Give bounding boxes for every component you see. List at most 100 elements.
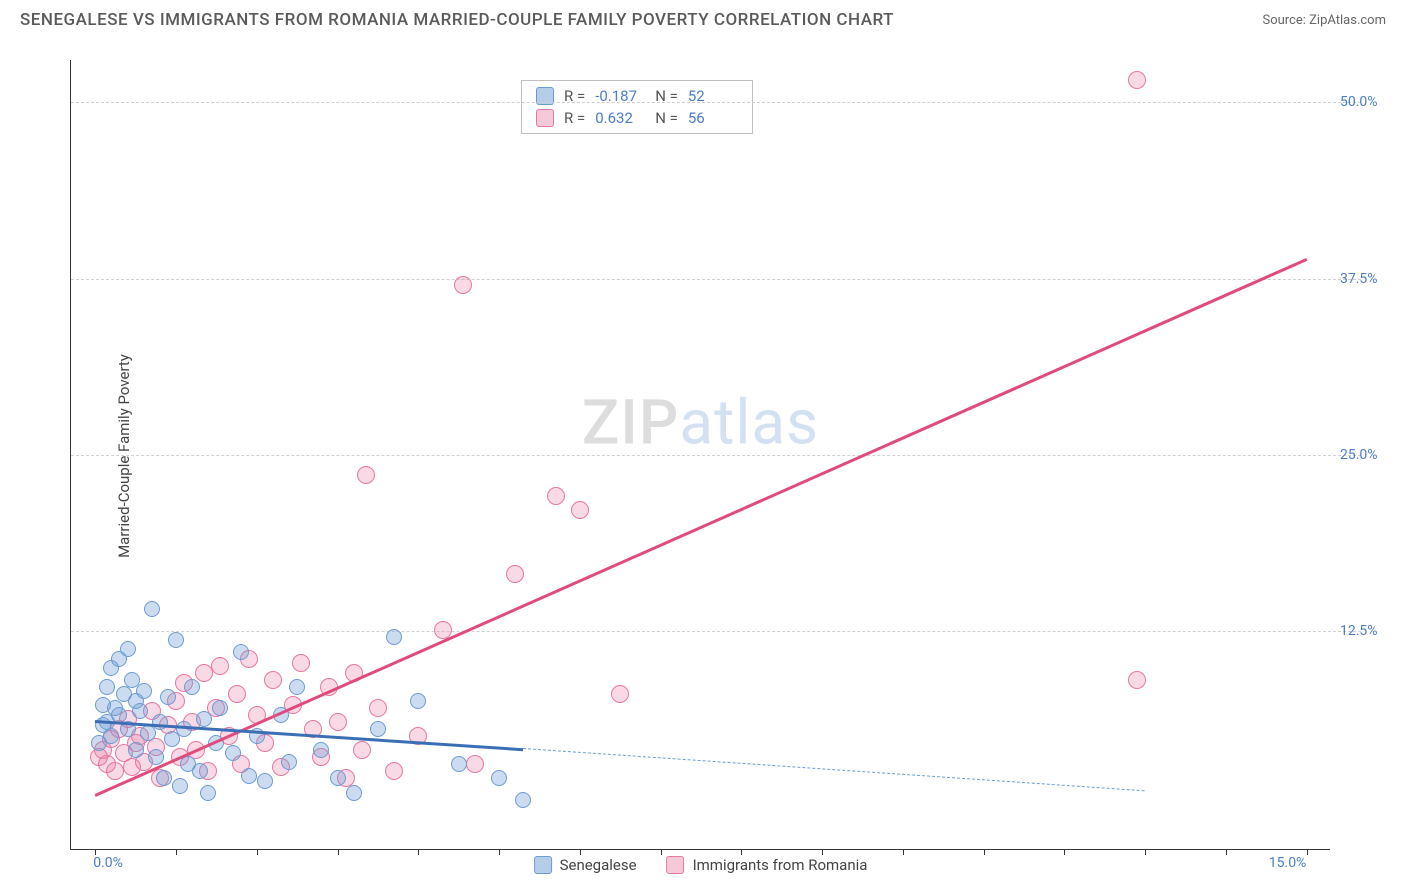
- swatch-pink-icon: [667, 856, 685, 874]
- legend-label: Senegalese: [560, 856, 637, 874]
- point-romania: [454, 276, 472, 294]
- y-tick-label: 25.0%: [1340, 447, 1400, 463]
- x-tick: [418, 849, 419, 855]
- gridline: [71, 455, 1361, 456]
- swatch-blue-icon: [534, 856, 552, 874]
- point-senegalese: [241, 768, 257, 784]
- point-romania: [571, 501, 589, 519]
- point-romania: [611, 685, 629, 703]
- x-tick-label: 15.0%: [1269, 855, 1307, 871]
- point-senegalese: [196, 711, 212, 727]
- point-senegalese: [225, 745, 241, 761]
- legend-item-romania: Immigrants from Romania: [667, 856, 868, 874]
- point-senegalese: [515, 792, 531, 808]
- x-tick: [661, 849, 662, 855]
- point-senegalese: [451, 756, 467, 772]
- point-romania: [466, 755, 484, 773]
- watermark: ZIPatlas: [582, 386, 819, 459]
- x-tick: [257, 849, 258, 855]
- trend-line-extrapolated: [523, 748, 1145, 791]
- x-tick-label: 0.0%: [93, 855, 123, 871]
- x-tick: [338, 849, 339, 855]
- point-senegalese: [289, 679, 305, 695]
- point-senegalese: [144, 601, 160, 617]
- trend-line: [95, 258, 1308, 796]
- point-senegalese: [128, 742, 144, 758]
- y-tick-label: 37.5%: [1340, 271, 1400, 287]
- point-romania: [228, 685, 246, 703]
- x-tick: [903, 849, 904, 855]
- chart-title: SENEGALESE VS IMMIGRANTS FROM ROMANIA MA…: [20, 10, 894, 30]
- point-romania: [264, 671, 282, 689]
- point-senegalese: [172, 778, 188, 794]
- x-tick: [176, 849, 177, 855]
- point-romania: [353, 741, 371, 759]
- x-tick: [984, 849, 985, 855]
- point-senegalese: [192, 763, 208, 779]
- point-senegalese: [184, 679, 200, 695]
- watermark-atlas: atlas: [679, 386, 819, 459]
- point-romania: [292, 654, 310, 672]
- point-senegalese: [386, 629, 402, 645]
- point-romania: [385, 762, 403, 780]
- point-romania: [369, 699, 387, 717]
- point-senegalese: [281, 754, 297, 770]
- gridline: [71, 279, 1361, 280]
- point-senegalese: [152, 714, 168, 730]
- plot-area: ZIPatlas R = -0.187 N = 52 R = 0.632 N =…: [70, 60, 1330, 850]
- point-senegalese: [120, 641, 136, 657]
- gridline: [71, 631, 1361, 632]
- point-senegalese: [370, 721, 386, 737]
- point-senegalese: [233, 644, 249, 660]
- gridline: [71, 102, 1361, 103]
- swatch-pink-icon: [536, 109, 554, 127]
- point-romania: [329, 713, 347, 731]
- y-tick-label: 50.0%: [1340, 94, 1400, 110]
- point-senegalese: [168, 632, 184, 648]
- point-senegalese: [103, 728, 119, 744]
- point-senegalese: [491, 770, 507, 786]
- point-senegalese: [148, 749, 164, 765]
- point-senegalese: [200, 785, 216, 801]
- point-senegalese: [99, 679, 115, 695]
- point-romania: [357, 466, 375, 484]
- chart-legend: Senegalese Immigrants from Romania: [534, 856, 868, 874]
- point-senegalese: [330, 770, 346, 786]
- chart-header: SENEGALESE VS IMMIGRANTS FROM ROMANIA MA…: [0, 0, 1406, 36]
- x-tick: [1145, 849, 1146, 855]
- point-romania: [211, 657, 229, 675]
- x-tick: [1226, 849, 1227, 855]
- stat-n-value: 56: [688, 109, 738, 127]
- point-senegalese: [410, 693, 426, 709]
- point-senegalese: [176, 721, 192, 737]
- point-senegalese: [160, 689, 176, 705]
- point-senegalese: [136, 683, 152, 699]
- point-romania: [1128, 671, 1146, 689]
- x-tick: [822, 849, 823, 855]
- point-romania: [506, 565, 524, 583]
- x-tick: [741, 849, 742, 855]
- chart-container: Married-Couple Family Poverty ZIPatlas R…: [50, 40, 1386, 872]
- stat-r-value: 0.632: [595, 109, 645, 127]
- legend-label: Immigrants from Romania: [693, 856, 868, 874]
- y-tick-label: 12.5%: [1340, 623, 1400, 639]
- stat-n-label: N =: [655, 109, 678, 127]
- x-tick: [1064, 849, 1065, 855]
- x-tick: [499, 849, 500, 855]
- point-senegalese: [212, 700, 228, 716]
- x-tick: [1307, 849, 1308, 855]
- point-senegalese: [257, 773, 273, 789]
- legend-item-senegalese: Senegalese: [534, 856, 637, 874]
- correlation-stats-box: R = -0.187 N = 52 R = 0.632 N = 56: [521, 80, 753, 134]
- stat-row-senegalese: R = -0.187 N = 52: [522, 85, 752, 107]
- point-senegalese: [346, 785, 362, 801]
- stat-r-label: R =: [564, 109, 585, 127]
- x-tick: [580, 849, 581, 855]
- watermark-zip: ZIP: [582, 386, 680, 459]
- chart-source: Source: ZipAtlas.com: [1262, 13, 1386, 28]
- point-senegalese: [132, 703, 148, 719]
- point-senegalese: [313, 742, 329, 758]
- point-romania: [1128, 71, 1146, 89]
- point-romania: [547, 487, 565, 505]
- point-senegalese: [156, 770, 172, 786]
